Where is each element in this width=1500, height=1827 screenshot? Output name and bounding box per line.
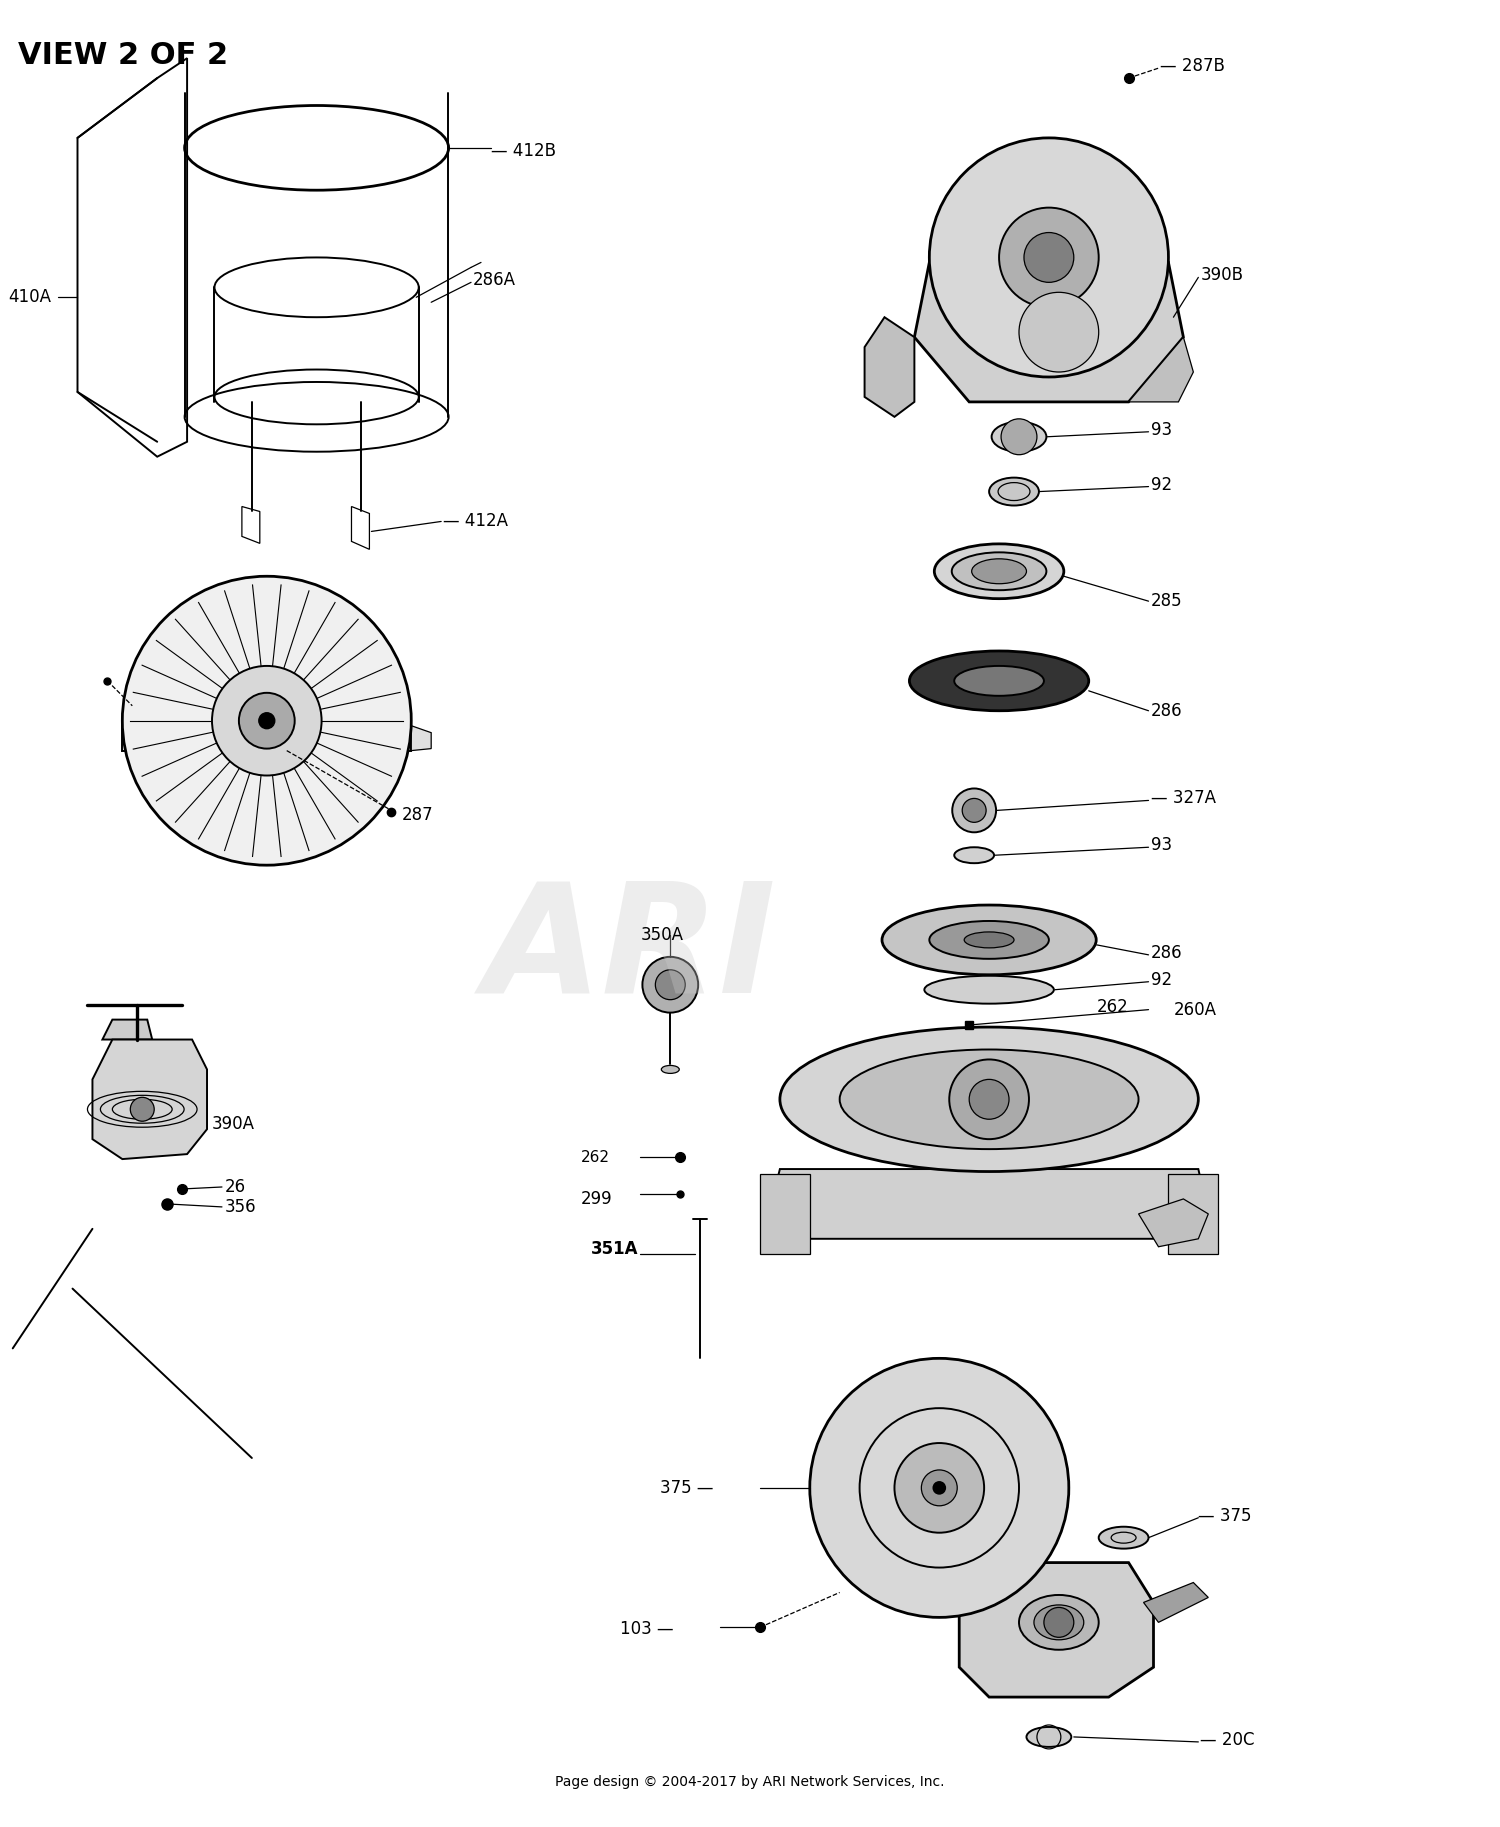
Circle shape <box>260 713 274 729</box>
Text: 92: 92 <box>1150 970 1172 988</box>
Ellipse shape <box>972 559 1026 583</box>
Circle shape <box>211 665 321 775</box>
Text: 375 —: 375 — <box>660 1478 714 1496</box>
Circle shape <box>950 1060 1029 1140</box>
Circle shape <box>933 1482 945 1494</box>
Text: 286: 286 <box>1150 702 1182 720</box>
Text: 286A: 286A <box>472 272 516 289</box>
Text: 260A: 260A <box>1173 1001 1216 1019</box>
Polygon shape <box>760 1175 810 1253</box>
Circle shape <box>999 208 1098 307</box>
Ellipse shape <box>930 921 1048 959</box>
Circle shape <box>656 970 686 999</box>
Polygon shape <box>1143 1582 1209 1622</box>
Text: 92: 92 <box>1150 475 1172 493</box>
Text: 390B: 390B <box>1200 267 1243 285</box>
Ellipse shape <box>951 552 1047 590</box>
Text: 26: 26 <box>225 1178 246 1197</box>
Polygon shape <box>1138 1199 1209 1246</box>
Text: 299: 299 <box>580 1189 612 1208</box>
Circle shape <box>238 692 294 749</box>
Text: 285: 285 <box>1150 592 1182 610</box>
Text: — 412B: — 412B <box>490 143 556 159</box>
Text: 351A: 351A <box>591 1241 638 1257</box>
Circle shape <box>894 1443 984 1533</box>
Circle shape <box>962 798 986 822</box>
Text: 287: 287 <box>402 806 433 824</box>
Ellipse shape <box>934 544 1064 599</box>
Circle shape <box>952 789 996 833</box>
Ellipse shape <box>1019 1595 1098 1650</box>
Circle shape <box>930 137 1168 376</box>
Text: 390A: 390A <box>211 1114 255 1133</box>
Text: 103 —: 103 — <box>621 1621 674 1639</box>
Polygon shape <box>908 1416 932 1445</box>
Text: 286: 286 <box>1150 945 1182 961</box>
Polygon shape <box>865 1487 892 1507</box>
Circle shape <box>123 576 411 866</box>
Polygon shape <box>123 725 411 751</box>
Polygon shape <box>1168 1175 1218 1253</box>
Ellipse shape <box>909 650 1089 711</box>
Polygon shape <box>970 1434 1000 1463</box>
Polygon shape <box>102 1019 152 1040</box>
Ellipse shape <box>964 932 1014 948</box>
Ellipse shape <box>1026 1727 1071 1747</box>
Polygon shape <box>411 725 430 751</box>
Text: — 327A: — 327A <box>1150 789 1215 808</box>
Text: ARI: ARI <box>484 875 777 1025</box>
Text: — 375: — 375 <box>1198 1507 1252 1526</box>
Text: 262: 262 <box>580 1149 609 1164</box>
Ellipse shape <box>780 1027 1198 1171</box>
Polygon shape <box>915 263 1184 402</box>
Circle shape <box>810 1357 1070 1617</box>
Polygon shape <box>1128 338 1194 402</box>
Polygon shape <box>958 1562 1154 1697</box>
Ellipse shape <box>954 665 1044 696</box>
Circle shape <box>1024 232 1074 283</box>
Text: — 287B: — 287B <box>1161 57 1226 75</box>
Ellipse shape <box>924 976 1054 1003</box>
Ellipse shape <box>840 1049 1138 1149</box>
Text: 93: 93 <box>1150 837 1172 855</box>
Text: — 20C: — 20C <box>1200 1730 1256 1748</box>
Text: Page design © 2004-2017 by ARI Network Services, Inc.: Page design © 2004-2017 by ARI Network S… <box>555 1774 945 1789</box>
Ellipse shape <box>1098 1527 1149 1549</box>
Circle shape <box>1000 418 1036 455</box>
Polygon shape <box>864 318 915 417</box>
Circle shape <box>1019 292 1098 373</box>
Circle shape <box>1044 1608 1074 1637</box>
Text: 262: 262 <box>1096 998 1128 1016</box>
Circle shape <box>642 957 698 1012</box>
Ellipse shape <box>992 422 1047 451</box>
Circle shape <box>921 1471 957 1505</box>
Polygon shape <box>920 1535 940 1562</box>
Text: 93: 93 <box>1150 420 1172 438</box>
Text: VIEW 2 OF 2: VIEW 2 OF 2 <box>18 42 228 69</box>
Ellipse shape <box>954 848 994 862</box>
Ellipse shape <box>662 1065 680 1074</box>
Text: 350A: 350A <box>640 926 684 945</box>
Ellipse shape <box>1034 1604 1084 1641</box>
Polygon shape <box>93 1040 207 1158</box>
Circle shape <box>969 1080 1010 1120</box>
Polygon shape <box>976 1504 1008 1531</box>
Ellipse shape <box>988 477 1039 506</box>
Text: 356: 356 <box>225 1199 256 1217</box>
Text: — 412A: — 412A <box>442 512 509 530</box>
Circle shape <box>130 1098 154 1122</box>
Ellipse shape <box>882 904 1096 976</box>
Polygon shape <box>770 1169 1209 1239</box>
Text: 410A: 410A <box>8 289 51 307</box>
